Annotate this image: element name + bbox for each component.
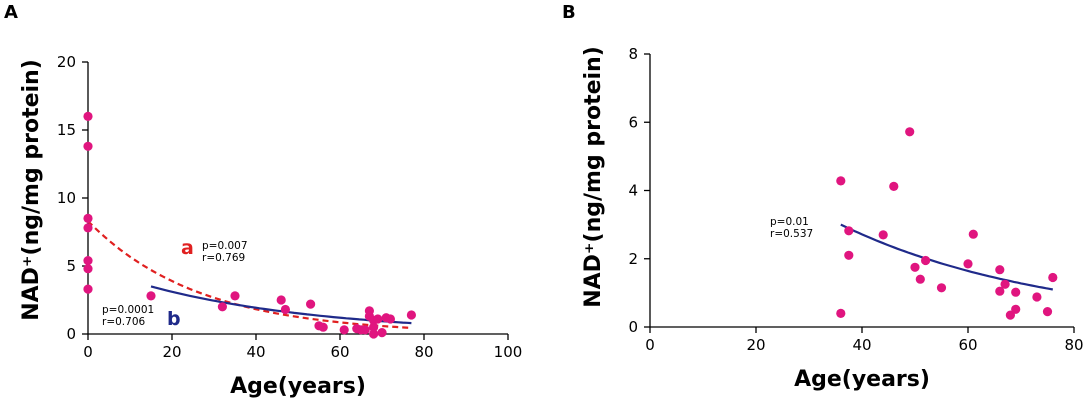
data-point xyxy=(844,250,854,260)
data-point xyxy=(230,291,240,301)
panel-label: A xyxy=(4,2,18,23)
data-point xyxy=(915,274,925,284)
x-tick-label: 0 xyxy=(83,343,93,361)
data-point xyxy=(936,283,947,293)
data-point xyxy=(83,141,93,151)
fit-curve-line xyxy=(840,223,1054,291)
data-point xyxy=(146,291,156,301)
data-point xyxy=(921,255,931,266)
data-point xyxy=(83,111,93,121)
y-tick-label: 4 xyxy=(628,182,638,200)
y-tick-label: 15 xyxy=(57,121,76,139)
x-tick-label: 60 xyxy=(330,343,349,361)
x-tick-label: 40 xyxy=(852,336,871,354)
data-point xyxy=(910,262,920,272)
chart-panel-a: A 0 20 40 60 80 100 0 5 10 15 20 Age(years) NAD⁺(ng/m… xyxy=(4,2,522,399)
chart-panel-b: B 0 20 40 60 80 0 2 4 6 8 Age(years) NAD⁺(ng/mg prot… xyxy=(562,2,1084,392)
y-axis-title: NAD⁺(ng/mg protein) xyxy=(581,46,606,308)
data-point xyxy=(83,213,93,223)
y-axis-title: NAD⁺(ng/mg protein) xyxy=(19,59,44,321)
y-tick-label: 5 xyxy=(66,257,76,275)
data-point xyxy=(1000,279,1010,289)
data-point xyxy=(836,308,846,318)
fit-stat-label: r=0.537 xyxy=(770,228,813,240)
data-point xyxy=(1011,304,1021,314)
fit-curve-letter: b xyxy=(167,308,181,330)
data-point xyxy=(377,328,387,338)
y-tick-label: 10 xyxy=(57,189,76,207)
data-point xyxy=(1032,292,1042,302)
x-tick-label: 0 xyxy=(645,336,655,354)
data-point xyxy=(360,325,370,335)
data-point xyxy=(1005,310,1016,320)
x-tick-label: 80 xyxy=(414,343,433,361)
fit-stat-label: p=0.007 xyxy=(202,240,248,252)
data-point xyxy=(217,302,227,312)
data-point xyxy=(83,284,93,294)
y-tick-label: 0 xyxy=(628,318,638,336)
data-point xyxy=(83,264,93,274)
data-point xyxy=(963,259,973,269)
fit-curve-letter: a xyxy=(181,237,194,259)
data-point xyxy=(385,314,395,324)
data-point xyxy=(844,226,854,236)
fit-stat-label: r=0.769 xyxy=(202,252,245,264)
data-point xyxy=(369,329,379,339)
data-point xyxy=(83,256,93,266)
data-point xyxy=(905,127,915,137)
fit-stat-label: p=0.01 xyxy=(770,216,809,228)
data-point xyxy=(1042,307,1053,317)
panel-label: B xyxy=(562,2,576,23)
x-tick-label: 40 xyxy=(246,343,265,361)
data-point xyxy=(276,295,286,305)
x-axis-title: Age(years) xyxy=(230,374,366,399)
y-tick-label: 8 xyxy=(628,45,638,63)
x-tick-label: 20 xyxy=(162,343,181,361)
x-tick-label: 60 xyxy=(958,336,977,354)
x-tick-label: 100 xyxy=(494,343,523,361)
data-point xyxy=(1011,287,1021,297)
x-axis-title: Age(years) xyxy=(794,367,930,392)
data-point xyxy=(836,176,846,186)
data-point xyxy=(995,286,1005,296)
data-point xyxy=(1048,272,1058,283)
y-tick-label: 0 xyxy=(66,325,76,343)
fit-stat-label: p=0.0001 xyxy=(102,304,154,316)
data-point xyxy=(995,265,1005,275)
data-point xyxy=(280,304,290,315)
data-point xyxy=(406,310,416,320)
y-tick-label: 6 xyxy=(628,113,638,131)
data-point xyxy=(318,322,328,332)
fit-stat-label: r=0.706 xyxy=(102,316,145,328)
data-point xyxy=(373,314,383,324)
y-tick-label: 2 xyxy=(628,250,638,268)
data-point xyxy=(369,322,379,332)
data-point xyxy=(306,299,316,309)
data-point xyxy=(968,229,978,239)
data-point xyxy=(83,223,93,233)
data-point xyxy=(889,181,899,191)
x-tick-label: 20 xyxy=(746,336,765,354)
data-point xyxy=(878,230,888,240)
data-point xyxy=(339,325,349,335)
x-tick-label: 80 xyxy=(1064,336,1083,354)
y-tick-label: 20 xyxy=(57,53,76,71)
